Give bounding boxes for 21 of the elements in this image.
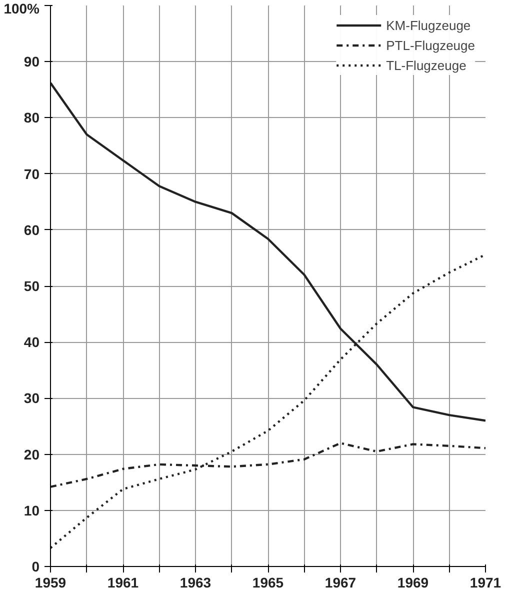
x-tick-label: 1969 — [397, 574, 429, 590]
y-tick-label: 100% — [4, 0, 40, 16]
y-tick-label: 70 — [24, 166, 40, 182]
x-tick-label: 1963 — [180, 574, 212, 590]
y-tick-label: 40 — [24, 334, 40, 350]
x-tick-label: 1961 — [107, 574, 139, 590]
legend-label: TL-Flugzeuge — [386, 58, 466, 72]
y-tick-label: 90 — [24, 54, 40, 70]
y-tick-label: 0 — [32, 558, 40, 574]
y-tick-label: 50 — [24, 278, 40, 294]
y-tick-label: 60 — [24, 222, 40, 238]
y-tick-label: 80 — [24, 110, 40, 126]
x-tick-label: 1959 — [34, 574, 66, 590]
legend-label: PTL-Flugzeuge — [386, 38, 475, 52]
y-tick-label: 20 — [24, 446, 40, 462]
y-tick-label: 30 — [24, 390, 40, 406]
x-tick-label: 1965 — [252, 574, 284, 590]
x-tick-label: 1967 — [324, 574, 356, 590]
y-tick-label: 10 — [24, 502, 40, 518]
legend-label: KM-Flugzeuge — [386, 18, 471, 32]
x-tick-label: 1971 — [470, 574, 502, 590]
